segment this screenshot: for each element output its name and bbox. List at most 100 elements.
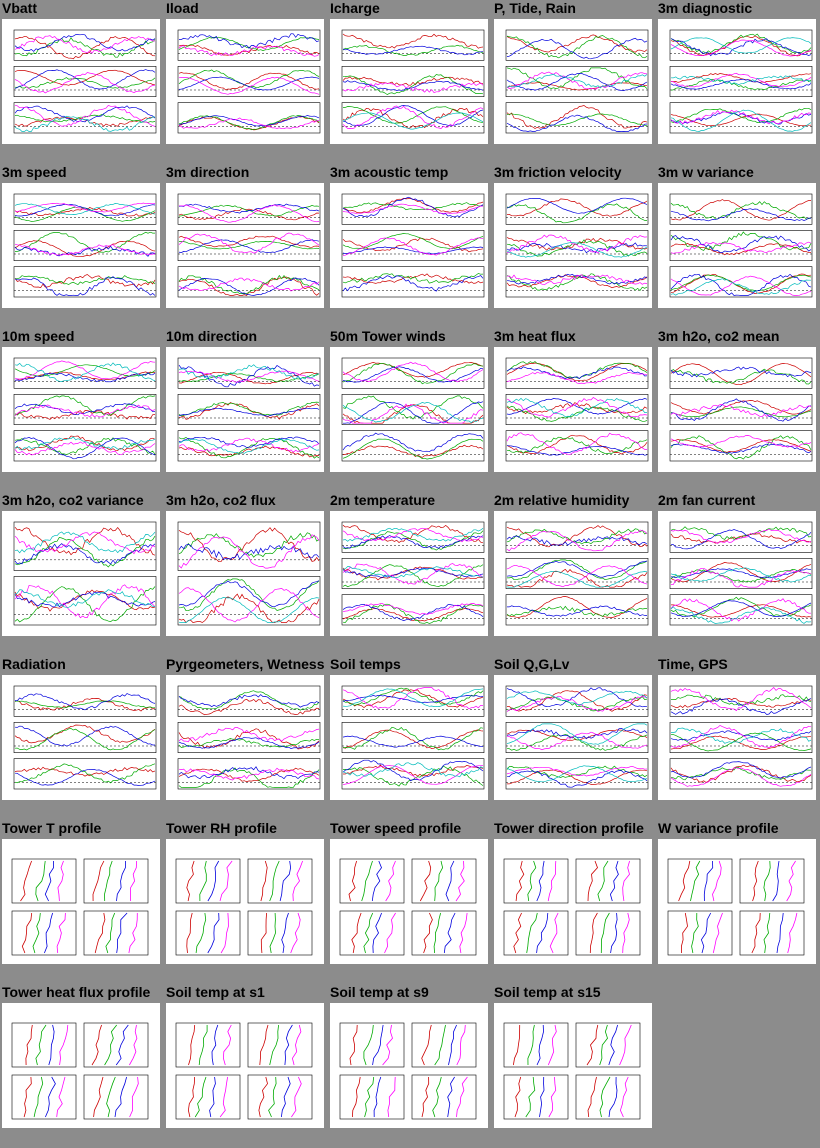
plot-cell-tower-rh-profile: Tower RH profile [164, 820, 328, 984]
plot-thumbnail-link[interactable] [494, 839, 652, 964]
plot-thumbnail-link[interactable] [494, 1003, 652, 1128]
profile-line [269, 912, 276, 954]
plot-thumbnail-link[interactable] [2, 19, 160, 144]
data-series-line [670, 109, 812, 132]
data-series-line [670, 562, 812, 583]
profile-line [772, 860, 780, 902]
plot-thumbnail-link[interactable] [494, 675, 652, 800]
plot-frame [669, 685, 813, 717]
plot-frame [505, 394, 649, 425]
plot-thumbnail-link[interactable] [2, 1003, 160, 1128]
data-series-line [670, 39, 812, 57]
profile-line [115, 1024, 129, 1066]
profile-line [290, 912, 301, 954]
profile-line [527, 860, 537, 902]
plot-thumbnail-link[interactable] [658, 183, 816, 308]
data-series-line [670, 698, 812, 715]
plot-thumbnail-link[interactable] [2, 183, 160, 308]
profile-line [421, 1024, 432, 1066]
profile-line [372, 912, 382, 954]
plot-thumbnail-link[interactable] [494, 183, 652, 308]
data-series-line [506, 434, 648, 455]
plot-frame [505, 685, 649, 717]
data-series-line [670, 235, 812, 253]
plot-thumbnail-link[interactable] [658, 675, 816, 800]
plot-thumbnail-link[interactable] [658, 347, 816, 472]
plot-thumbnail-link[interactable] [166, 511, 324, 636]
profile-line [186, 860, 195, 902]
profile-line [432, 1076, 442, 1118]
plot-cell-icharge: Icharge [328, 0, 492, 164]
plot-thumbnail-link[interactable] [166, 183, 324, 308]
data-series-line [178, 45, 320, 57]
data-series-line [506, 114, 648, 132]
plot-frame [505, 29, 649, 61]
plot-thumbnail-link[interactable] [2, 511, 160, 636]
profile-line [455, 860, 465, 902]
data-series-line [670, 406, 812, 418]
plot-thumbnail-link[interactable] [2, 839, 160, 964]
data-series-line [14, 584, 156, 619]
data-series-line [670, 78, 812, 90]
data-series-line [14, 763, 156, 784]
plot-thumbnail-link[interactable] [330, 347, 488, 472]
profile-line [609, 860, 619, 902]
plot-thumbnail-link[interactable] [2, 347, 160, 472]
profile-line [219, 860, 233, 902]
data-series-line [342, 105, 484, 127]
plot-thumbnail-link[interactable] [166, 19, 324, 144]
plot-thumbnail-link[interactable] [330, 19, 488, 144]
data-series-line [342, 527, 484, 543]
data-series-line [670, 73, 812, 83]
plot-thumbnail-link[interactable] [2, 675, 160, 800]
plot-frame [11, 1022, 77, 1068]
data-series-line [506, 35, 648, 59]
plot-thumbnail-image [177, 685, 321, 790]
plot-thumbnail-link[interactable] [166, 347, 324, 472]
plot-thumbnail-image [669, 685, 813, 790]
profile-line [104, 860, 113, 902]
profile-line [776, 912, 784, 954]
profile-line [116, 860, 126, 902]
profile-line [48, 1024, 55, 1066]
plot-thumbnail-link[interactable] [330, 183, 488, 308]
profile-line [385, 860, 396, 902]
plot-frame [83, 910, 149, 956]
data-series-line [178, 364, 320, 380]
plot-frame [575, 1022, 641, 1068]
profile-line [195, 912, 207, 954]
plot-thumbnail-link[interactable] [166, 839, 324, 964]
data-series-line [506, 197, 648, 214]
profile-line [35, 860, 46, 902]
plot-thumbnail-link[interactable] [330, 511, 488, 636]
data-series-line [342, 112, 484, 130]
plot-thumbnail-link[interactable] [330, 1003, 488, 1128]
plot-thumbnail-link[interactable] [166, 675, 324, 800]
data-series-line [342, 402, 484, 424]
plot-thumbnail-link[interactable] [330, 839, 488, 964]
plot-thumbnail-link[interactable] [658, 839, 816, 964]
data-series-line [670, 600, 812, 618]
plot-thumbnail-link[interactable] [658, 511, 816, 636]
plot-frame [341, 558, 485, 589]
data-series-line [670, 735, 811, 750]
plot-thumbnail-image [503, 1022, 641, 1120]
plot-cell-3m-heat-flux: 3m heat flux [492, 328, 656, 492]
plot-thumbnail-link[interactable] [494, 511, 652, 636]
data-series-line [14, 535, 156, 568]
profile-line [222, 1024, 232, 1066]
data-series-line [671, 604, 812, 618]
plot-thumbnail-link[interactable] [658, 19, 816, 144]
data-series-line [14, 35, 156, 54]
plot-thumbnail-image [175, 1022, 313, 1120]
profile-line [352, 1076, 361, 1118]
plot-title: Soil temps [330, 656, 401, 672]
plot-frame [341, 722, 485, 753]
plot-thumbnail-link[interactable] [494, 19, 652, 144]
plot-thumbnail-link[interactable] [494, 347, 652, 472]
plot-thumbnail-image [505, 193, 649, 298]
plot-thumbnail-link[interactable] [166, 1003, 324, 1128]
plot-thumbnail-link[interactable] [330, 675, 488, 800]
plot-frame [341, 230, 485, 261]
data-series-line [14, 395, 156, 416]
